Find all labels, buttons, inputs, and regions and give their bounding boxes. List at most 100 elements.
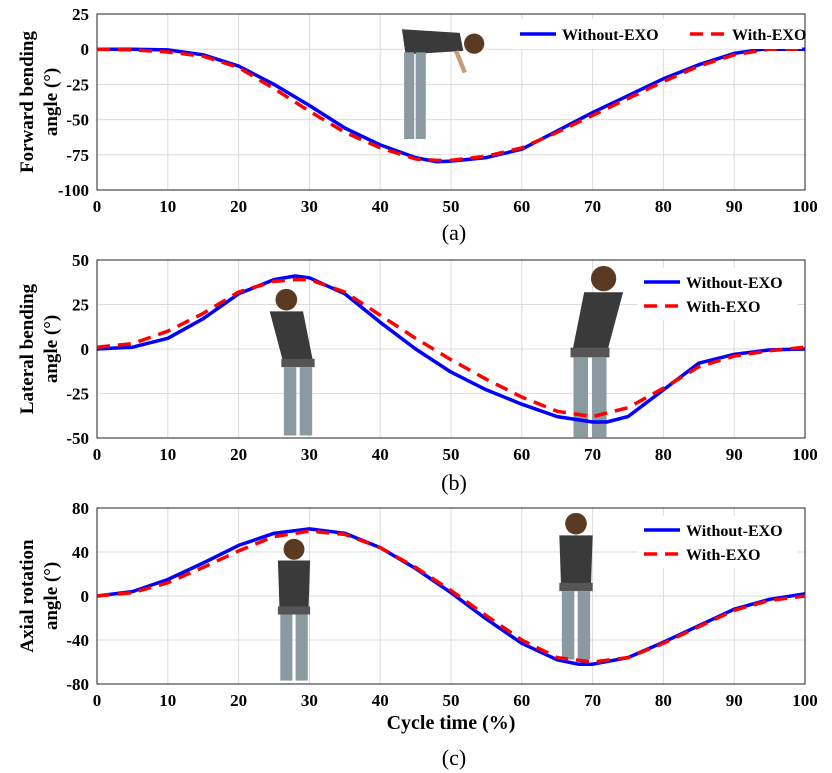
torso-shape	[277, 560, 311, 609]
x-tick-label: 60	[513, 197, 530, 216]
legend-box	[638, 516, 798, 568]
torso-shape	[401, 29, 464, 55]
leg-shape	[591, 357, 607, 438]
legend: Without-EXO With-EXO	[638, 268, 798, 320]
x-tick-label: 100	[792, 197, 818, 216]
x-tick-label: 80	[655, 691, 672, 710]
x-tick-label: 40	[372, 197, 389, 216]
belt-shape	[277, 606, 311, 615]
y-tick-label: 25	[72, 296, 89, 315]
x-tick-label: 0	[93, 197, 102, 216]
y-axis-label-line: Lateral bending	[17, 283, 38, 414]
belt-shape	[281, 358, 315, 368]
y-tick-label: 0	[81, 587, 90, 606]
y-tick-label: -25	[66, 385, 89, 404]
legend-box	[514, 19, 802, 49]
y-tick-label: 25	[72, 5, 89, 24]
legend-entry: With-EXO	[686, 547, 760, 564]
panel-label: (c)	[442, 745, 466, 770]
chart-panel-b: 0 10 20 30 40 50 60 70 80 90 10050250-25-50Lateral…	[17, 251, 818, 495]
y-tick-label: -75	[66, 146, 89, 165]
y-axis-label: Lateral bending angle (°)	[17, 283, 62, 414]
x-tick-label: 30	[301, 691, 318, 710]
y-tick-label: 80	[72, 499, 89, 518]
torso-shape	[269, 311, 313, 362]
y-tick-label: -40	[66, 631, 89, 650]
belt-shape	[559, 582, 593, 592]
x-tick-label: 100	[792, 445, 818, 464]
legend-entry: With-EXO	[732, 27, 806, 44]
leg-shape	[573, 357, 589, 438]
head-shape	[590, 265, 617, 292]
y-tick-label: 50	[72, 251, 89, 270]
y-axis-label: Axial rotation angle (°)	[17, 539, 62, 653]
x-tick-label: 10	[159, 445, 176, 464]
x-tick-label: 50	[443, 197, 460, 216]
y-tick-label: -25	[66, 75, 89, 94]
x-tick-label: 90	[726, 445, 743, 464]
x-tick-label: 90	[726, 197, 743, 216]
y-tick-label: -50	[66, 111, 89, 130]
x-tick-label: 80	[655, 197, 672, 216]
series-line-with-exo	[96, 529, 806, 664]
y-tick-label: -50	[66, 429, 89, 448]
x-tick-label: 30	[301, 445, 318, 464]
x-tick-label: 70	[584, 197, 601, 216]
x-tick-label: 50	[443, 691, 460, 710]
x-tick-label: 20	[230, 691, 247, 710]
x-tick-label: 70	[584, 445, 601, 464]
head-shape	[275, 288, 298, 311]
y-tick-label: -80	[66, 675, 89, 694]
y-tick-label: -100	[58, 181, 89, 200]
legend: Without-EXO With-EXO	[514, 19, 806, 49]
x-tick-label: 40	[372, 691, 389, 710]
x-tick-label: 50	[443, 445, 460, 464]
arm-shape	[454, 50, 467, 74]
leg-shape	[415, 52, 426, 140]
y-axis-label-line: angle (°)	[41, 315, 62, 383]
leg-shape	[295, 614, 308, 681]
series-line-with-exo	[96, 277, 806, 419]
x-tick-label: 60	[513, 445, 530, 464]
belt-shape	[570, 347, 610, 358]
y-axis-label-line: angle (°)	[41, 68, 62, 136]
leg-shape	[404, 52, 415, 140]
y-axis-label-line: Forward bending	[17, 31, 38, 173]
x-axis-label: Cycle time (%)	[387, 712, 516, 734]
head-shape	[565, 512, 587, 535]
leg-shape	[561, 591, 575, 660]
person-lateral-left	[269, 288, 315, 436]
x-tick-label: 20	[230, 445, 247, 464]
legend-entry: Without-EXO	[686, 523, 783, 540]
legend: Without-EXO With-EXO	[638, 516, 798, 568]
x-tick-label: 90	[726, 691, 743, 710]
chart-panel-c: 0 10 20 30 40 50 60 70 80 90 100 80 40 0 -40 -80 Axial r…	[17, 499, 818, 770]
person-forward-bend	[401, 29, 485, 140]
head-shape	[283, 538, 305, 560]
person-axial-right	[559, 512, 593, 660]
leg-shape	[280, 614, 293, 681]
torso-shape	[572, 292, 624, 351]
y-axis-label-line: Axial rotation	[17, 539, 38, 653]
x-tick-label: 10	[159, 691, 176, 710]
y-tick-label: 0	[81, 340, 90, 359]
x-tick-label: 60	[513, 691, 530, 710]
x-tick-label: 0	[93, 691, 102, 710]
legend-entry: Without-EXO	[562, 27, 659, 44]
x-tick-label: 30	[301, 197, 318, 216]
leg-shape	[299, 367, 313, 436]
x-tick-label: 0	[93, 445, 102, 464]
panel-label: (a)	[442, 220, 466, 245]
y-tick-label: 0	[81, 40, 90, 59]
person-lateral-right	[570, 265, 624, 438]
panel-label: (b)	[441, 470, 467, 495]
x-tick-label: 100	[792, 691, 818, 710]
axes-frame	[96, 13, 806, 191]
leg-shape	[577, 591, 591, 660]
legend-entry: Without-EXO	[686, 275, 783, 292]
torso-shape	[559, 535, 593, 586]
head-shape	[464, 33, 485, 54]
x-tick-label: 40	[372, 445, 389, 464]
legend-box	[638, 268, 798, 320]
